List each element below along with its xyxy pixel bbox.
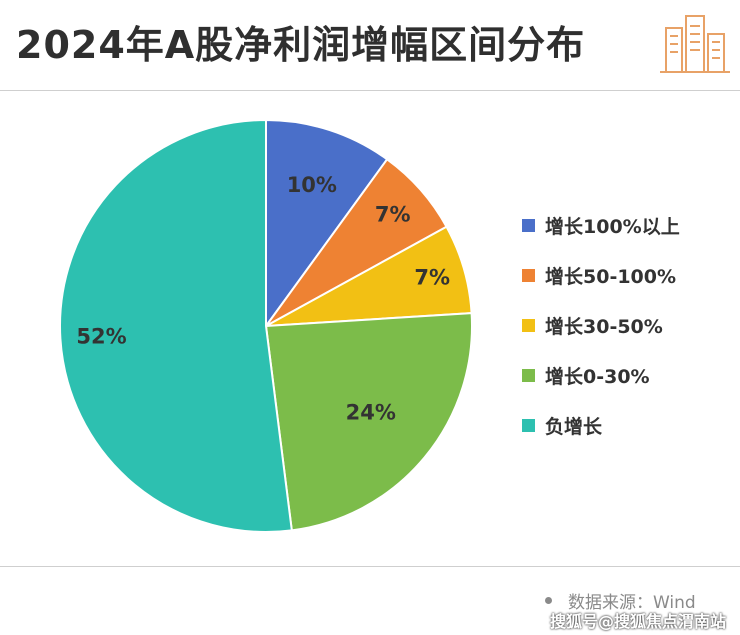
legend-label: 增长100%以上 — [545, 215, 680, 238]
watermark-text: 搜狐号@搜狐焦点渭南站 — [549, 612, 726, 631]
data-source: 数据来源：Wind — [545, 588, 696, 613]
slice-data-label: 7% — [414, 266, 450, 290]
legend-item: 负增长 — [522, 400, 680, 450]
legend-swatch — [522, 318, 535, 332]
footer-divider — [0, 566, 740, 567]
slice-data-label: 24% — [346, 401, 396, 425]
pie-slice — [59, 118, 293, 533]
chart-legend: 增长100%以上 增长50-100% 增长30-50% 增长0-30% 负增长 — [522, 200, 680, 450]
bullet-icon — [545, 597, 552, 604]
pie-slice — [264, 312, 473, 532]
legend-swatch — [522, 268, 535, 282]
legend-item: 增长30-50% — [522, 300, 680, 350]
city-buildings-icon — [660, 15, 730, 73]
legend-item: 增长0-30% — [522, 350, 680, 400]
slice-data-label: 7% — [375, 202, 411, 226]
legend-label: 负增长 — [545, 415, 603, 438]
slice-data-label: 52% — [76, 324, 126, 348]
legend-swatch — [522, 218, 535, 232]
legend-label: 增长0-30% — [545, 365, 650, 388]
legend-swatch — [522, 418, 535, 432]
slice-data-label: 10% — [287, 173, 337, 197]
legend-swatch — [522, 368, 535, 382]
legend-item: 增长100%以上 — [522, 200, 680, 250]
title-divider — [0, 90, 740, 91]
data-source-text: 数据来源：Wind — [568, 593, 696, 613]
legend-item: 增长50-100% — [522, 250, 680, 300]
legend-label: 增长50-100% — [545, 265, 677, 288]
pie-slice — [265, 118, 389, 330]
chart-title: 2024年A股净利润增幅区间分布 — [16, 23, 586, 67]
pie-chart: 10% 7% 7% 24% 52% — [59, 118, 473, 533]
legend-label: 增长30-50% — [545, 315, 663, 338]
